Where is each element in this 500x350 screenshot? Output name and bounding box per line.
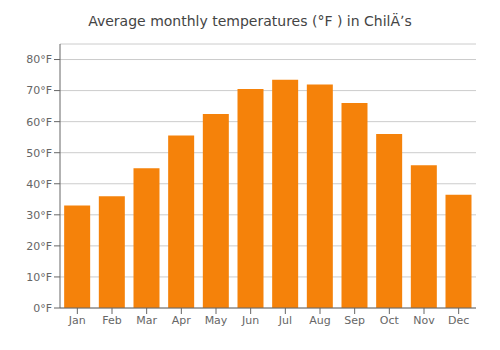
svg-text:Feb: Feb	[102, 314, 121, 327]
svg-text:40°F: 40°F	[26, 178, 52, 191]
svg-text:Jun: Jun	[241, 314, 259, 327]
svg-text:Nov: Nov	[413, 314, 435, 327]
svg-text:Apr: Apr	[172, 314, 192, 327]
svg-text:Dec: Dec	[448, 314, 469, 327]
svg-text:Aug: Aug	[309, 314, 330, 327]
html-text:Average monthly temperatures (: Average monthly temperatures (°F ) in Ch…	[88, 13, 412, 29]
svg-text:50°F: 50°F	[26, 147, 52, 160]
svg-text:Jan: Jan	[68, 314, 86, 327]
svg-text:May: May	[205, 314, 228, 327]
svg-text:Jul: Jul	[278, 314, 292, 327]
svg-text:60°F: 60°F	[26, 116, 52, 129]
svg-text:20°F: 20°F	[26, 240, 52, 253]
svg-text:Mar: Mar	[136, 314, 157, 327]
svg-text:Sep: Sep	[344, 314, 365, 327]
svg-text:30°F: 30°F	[26, 209, 52, 222]
svg-text:Oct: Oct	[380, 314, 400, 327]
svg-text:0°F: 0°F	[33, 302, 52, 315]
svg-text:70°F: 70°F	[26, 84, 52, 97]
svg-text:10°F: 10°F	[26, 271, 52, 284]
svg-text:80°F: 80°F	[26, 53, 52, 66]
